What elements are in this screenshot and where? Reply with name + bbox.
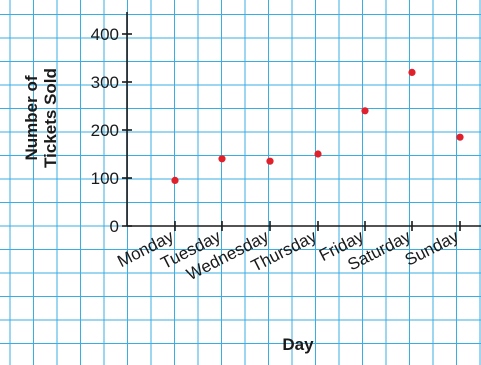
y-tick-label: 0: [110, 217, 119, 236]
data-point: [408, 68, 416, 76]
data-point: [314, 150, 322, 158]
x-axis-ticks: MondayTuesdayWednesdayThursdayFridaySatu…: [114, 221, 462, 284]
chart-axes: [126, 12, 481, 227]
data-point: [218, 155, 226, 163]
y-tick-label: 100: [91, 169, 119, 188]
y-tick-label: 300: [91, 73, 119, 92]
y-axis-title-line-1: Number of: [22, 75, 41, 160]
data-point: [266, 157, 274, 165]
data-point: [456, 133, 464, 141]
x-axis-title: Day: [282, 335, 314, 354]
data-point: [361, 107, 369, 115]
data-point: [171, 176, 179, 184]
y-tick-label: 200: [91, 121, 119, 140]
y-axis-ticks: 0 100 200 300 400: [91, 25, 132, 236]
y-tick-label: 400: [91, 25, 119, 44]
y-axis-title-line-2: Tickets Sold: [41, 68, 60, 168]
data-points: [171, 68, 464, 184]
x-tick-label: Sunday: [402, 226, 462, 269]
